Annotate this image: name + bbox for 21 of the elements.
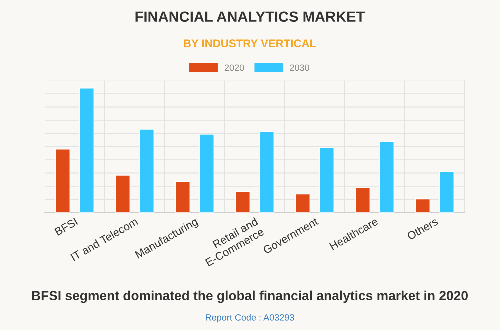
x-tick-label: BFSI	[54, 218, 78, 236]
bar	[139, 128, 155, 213]
bar	[79, 88, 95, 213]
bar	[355, 188, 371, 213]
bar	[115, 175, 131, 213]
legend-label: 2020	[224, 64, 244, 72]
text: Report Code : A03293	[206, 314, 294, 323]
legend-label: 2030	[290, 64, 310, 72]
bar	[235, 191, 251, 213]
bar	[439, 171, 455, 213]
bar	[175, 181, 191, 213]
bar	[199, 134, 215, 213]
text: BFSI segment dominated the global financial analytics market in 2020	[32, 290, 468, 304]
bar	[319, 148, 335, 213]
bar	[259, 131, 275, 213]
bar	[295, 194, 311, 213]
bar	[55, 148, 71, 213]
bar	[415, 198, 431, 213]
chart-title: FINANCIAL ANALYTICS MARKET	[136, 12, 366, 22]
chart-subtitle: BY INDUSTRY VERTICAL	[184, 40, 316, 48]
bar	[379, 141, 395, 213]
